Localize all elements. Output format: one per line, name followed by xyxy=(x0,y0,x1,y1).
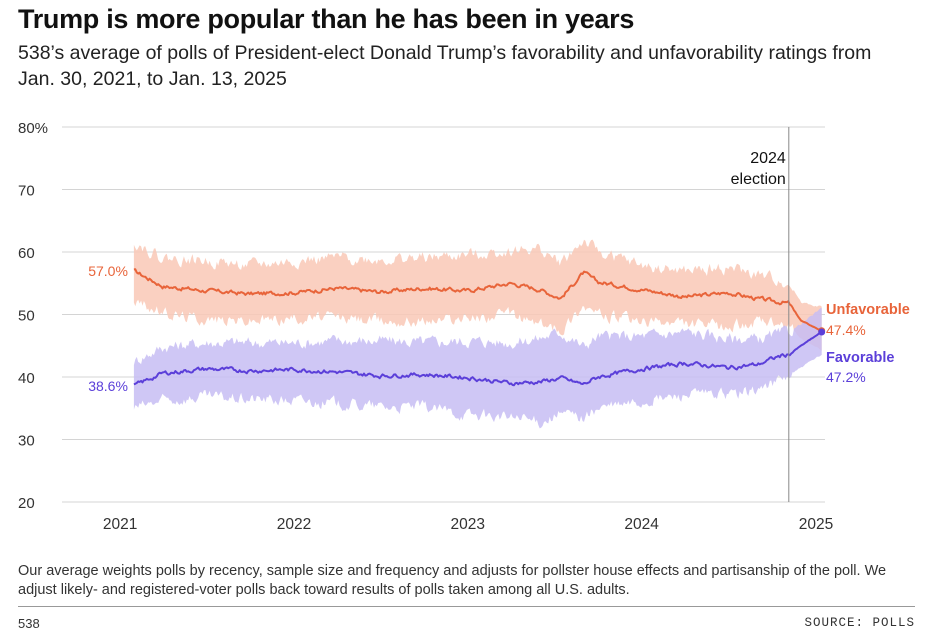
y-tick-label: 40 xyxy=(18,370,35,387)
footer-divider xyxy=(18,606,915,607)
x-tick-label: 2022 xyxy=(277,516,311,533)
y-tick-label: 60 xyxy=(18,245,35,262)
unfavorable-line xyxy=(133,268,823,332)
election-label-year: 2024 xyxy=(750,150,786,167)
series-lines xyxy=(133,268,826,387)
favorable-start-value: 38.6% xyxy=(88,378,128,394)
y-tick-label: 70 xyxy=(18,183,35,200)
chart-subtitle: 538’s average of polls of President-elec… xyxy=(18,42,872,90)
brand-label: 538 xyxy=(18,616,40,631)
favorability-chart: 2024 election 57.0% 38.6% Unfavorable 47.4% F… xyxy=(18,120,910,533)
x-tick-label: 2021 xyxy=(103,516,137,533)
unfavorable-end-name: Unfavorable xyxy=(826,302,910,318)
favorable-line xyxy=(133,331,823,387)
axis-labels: 80% 70 60 50 40 30 20 2021 2022 2023 2024 2025 xyxy=(18,120,833,533)
election-label-text: election xyxy=(731,171,786,188)
methodology-note: Our average weights polls by recency, sa… xyxy=(18,563,887,598)
y-tick-label: 50 xyxy=(18,308,35,325)
chart-title: Trump is more popular than he has been i… xyxy=(18,4,635,34)
unfavorable-band xyxy=(133,239,822,351)
x-tick-label: 2023 xyxy=(451,516,485,533)
favorable-end-name: Favorable xyxy=(826,350,895,366)
confidence-bands xyxy=(133,239,822,429)
favorable-band xyxy=(133,307,822,429)
unfavorable-start-value: 57.0% xyxy=(88,263,128,279)
series-labels: 57.0% 38.6% Unfavorable 47.4% Favorable 47.2% xyxy=(88,263,910,394)
favorable-end-marker xyxy=(818,328,826,336)
unfavorable-end-value: 47.4% xyxy=(826,322,866,338)
election-annotation: 2024 election xyxy=(731,127,790,502)
y-tick-label: 30 xyxy=(18,433,35,450)
y-tick-label: 80% xyxy=(18,120,48,137)
y-tick-label: 20 xyxy=(18,495,35,512)
x-tick-label: 2025 xyxy=(799,516,833,533)
source-label: SOURCE: POLLS xyxy=(804,616,915,630)
x-tick-label: 2024 xyxy=(624,516,659,533)
favorable-end-value: 47.2% xyxy=(826,369,866,385)
